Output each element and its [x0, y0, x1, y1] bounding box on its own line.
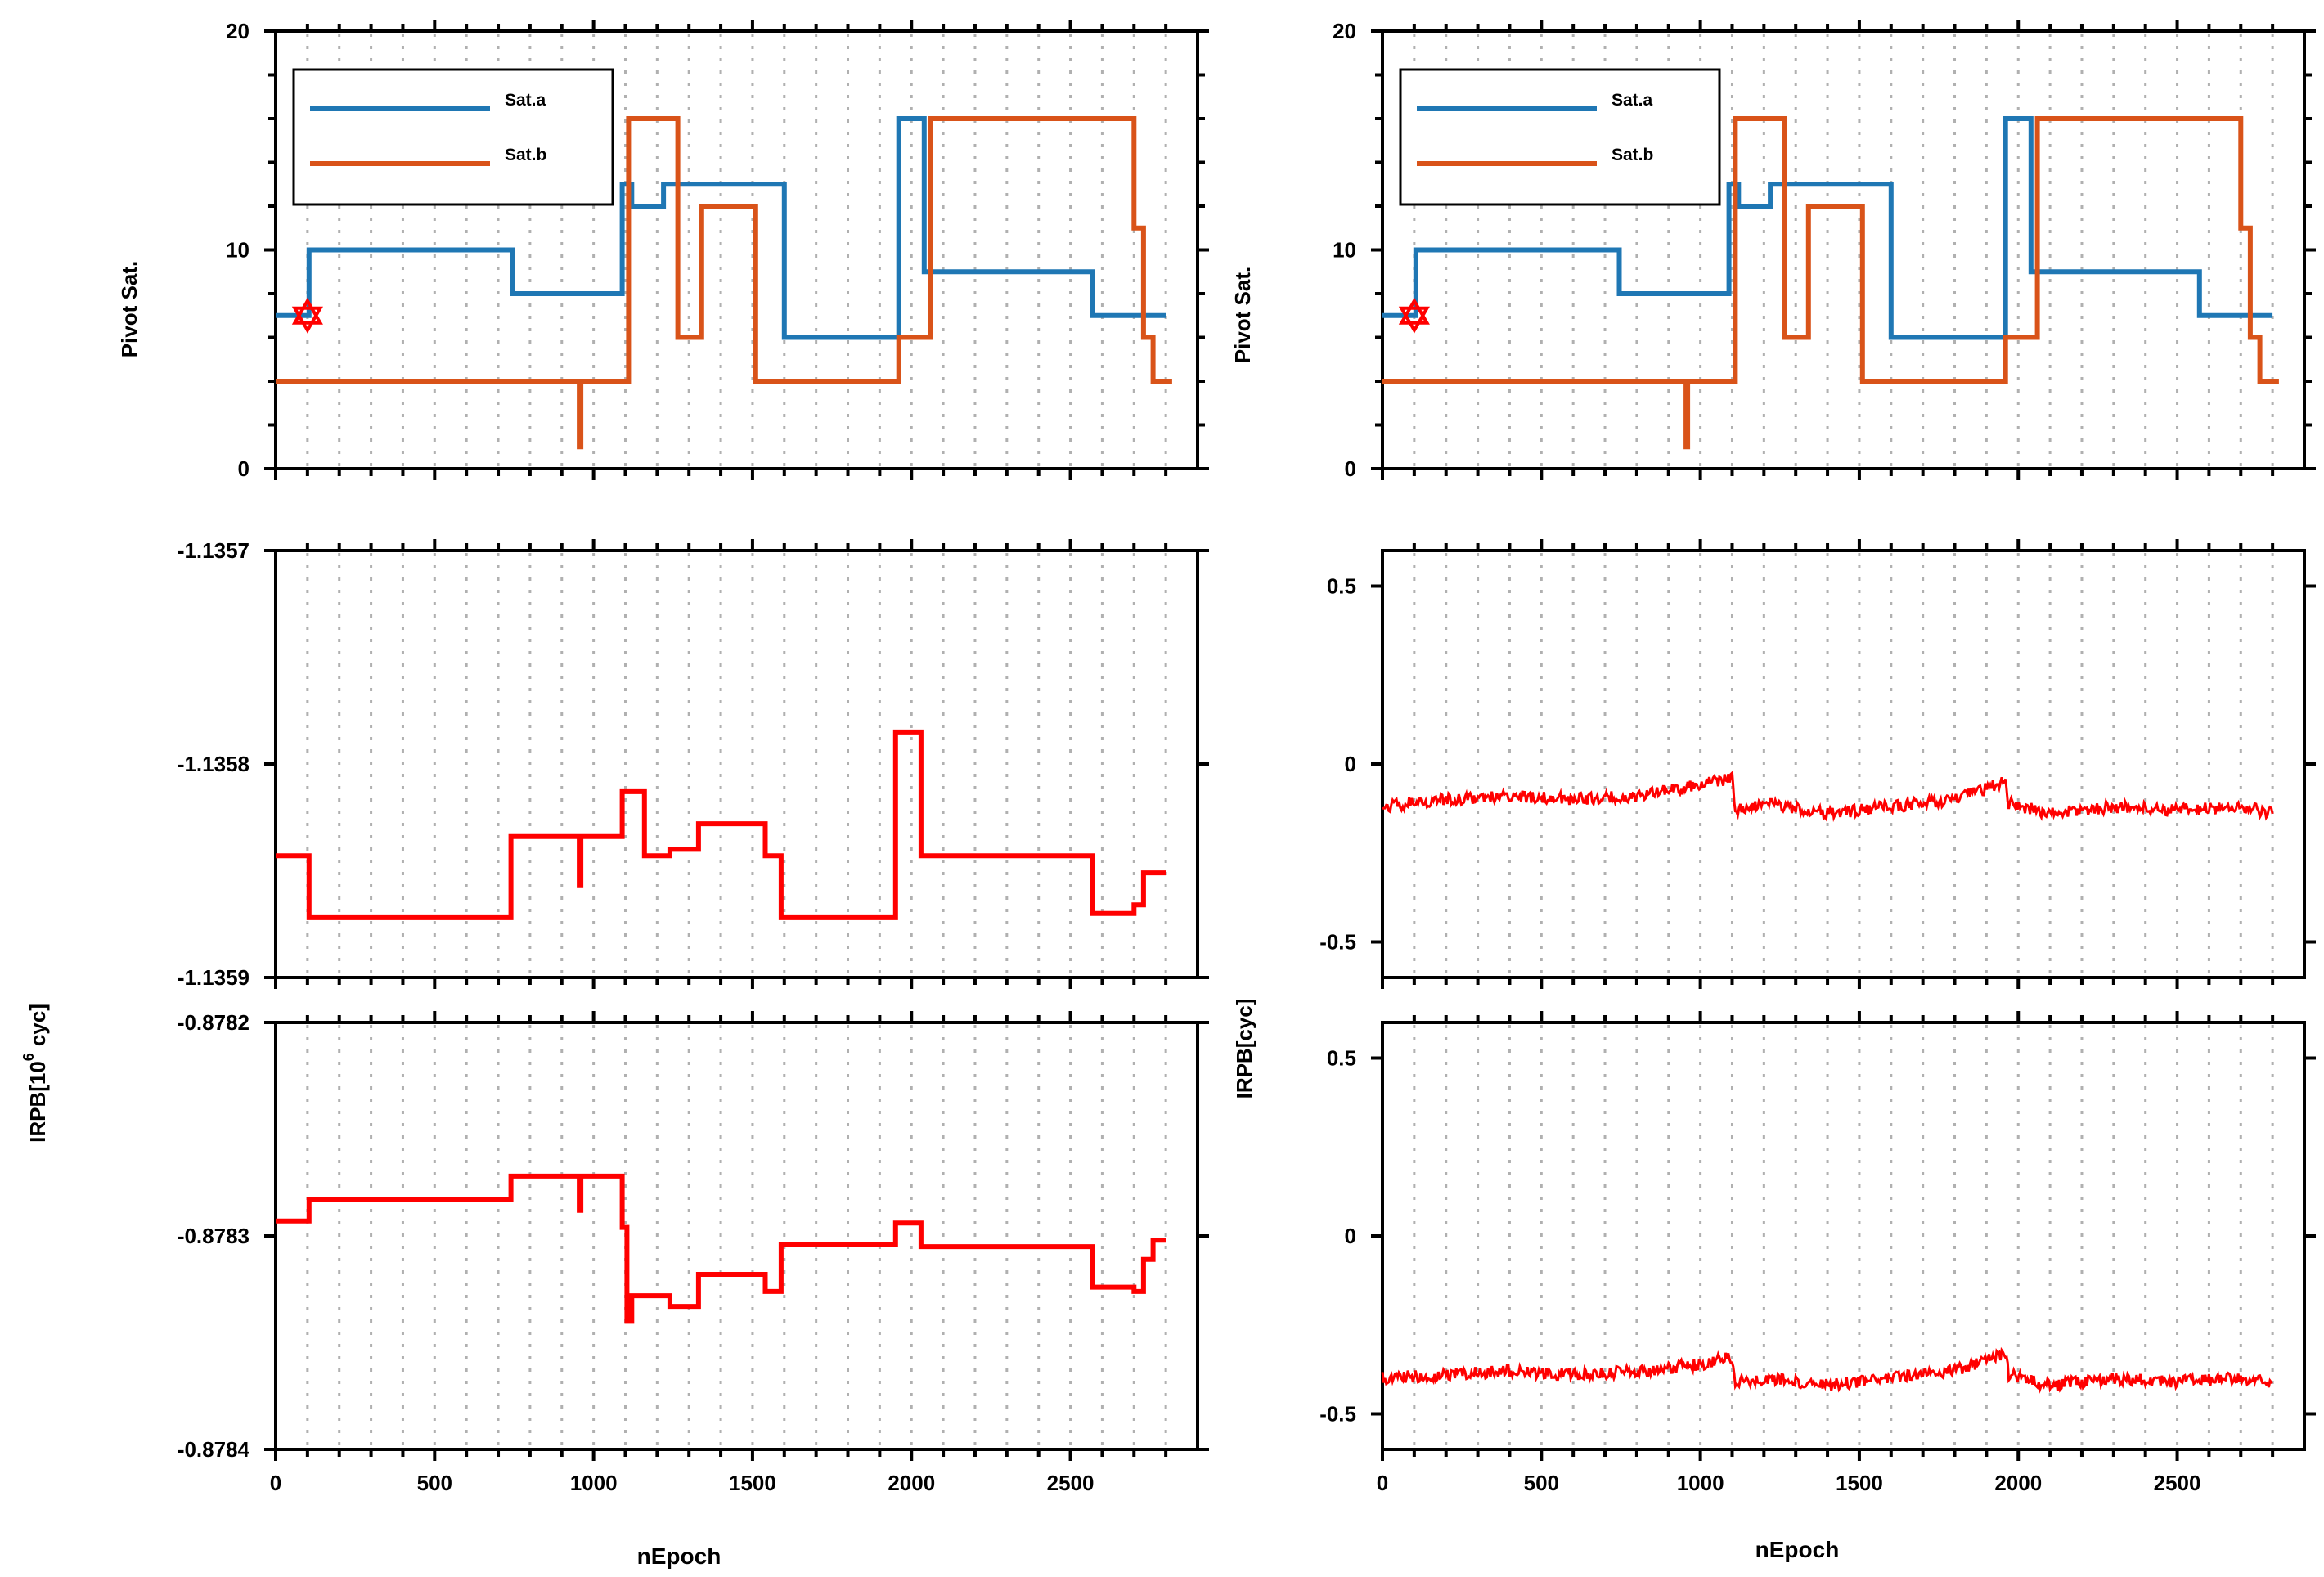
legend: Sat.a Sat.b	[292, 68, 614, 206]
y-tick-label: 0	[1345, 456, 1356, 481]
star-marker-icon	[291, 306, 323, 334]
x-tick-label: 2000	[888, 1471, 935, 1495]
series-line-sat-a	[1382, 116, 2273, 340]
y-tick-label: -0.5	[1319, 930, 1356, 955]
legend-label: Sat.a	[505, 91, 546, 110]
series-line-irpb	[1381, 1346, 2273, 1394]
y-tick-label: -0.8784	[178, 1437, 250, 1462]
x-tick-label: 1500	[729, 1471, 776, 1495]
legend-label: Sat.b	[505, 146, 546, 164]
ylabel-irpb-left-unit: cyc]	[25, 1004, 50, 1046]
x-tick-label: 0	[270, 1471, 281, 1495]
series-line-sat-a	[276, 116, 1166, 340]
star-marker-icon	[291, 297, 323, 325]
legend-label: Sat.b	[1612, 146, 1653, 164]
ylabel-irpb-left: IRPB[106 cyc]	[20, 1004, 50, 1143]
panel-pivot-left: 0 10 20 Sat.a Sat.b	[226, 19, 1209, 481]
y-tick-label: -1.1357	[178, 538, 249, 563]
x-tick-label: 2500	[1047, 1471, 1095, 1495]
y-tick-label: -1.1359	[178, 965, 249, 990]
y-tick-label: 20	[1333, 19, 1356, 43]
y-tick-label: 10	[1333, 238, 1356, 263]
x-tick-label: 1000	[1677, 1471, 1724, 1495]
xlabel-left: nEpoch	[637, 1543, 721, 1569]
panel-irpb-right-lower: -0.5 0 0.5 0 500 1000 1500 2000 2500	[1319, 1011, 2316, 1495]
plot-frame	[274, 549, 1199, 979]
series-line-irpb	[276, 1173, 1166, 1324]
y-tick-label: 0.5	[1327, 574, 1356, 599]
x-tick-label: 1500	[1836, 1471, 1883, 1495]
plot-frame	[274, 1021, 1199, 1451]
plot-frame	[1381, 549, 2306, 979]
ylabel-pivot-right: Pivot Sat.	[1230, 267, 1255, 363]
y-tick-label: 0	[238, 456, 249, 481]
legend-box	[1399, 68, 1721, 206]
y-tick-label: -0.5	[1319, 1402, 1356, 1426]
x-tick-label: 0	[1377, 1471, 1388, 1495]
x-tick-label: 500	[1524, 1471, 1559, 1495]
y-tick-label: -1.1358	[178, 752, 249, 776]
series-line-sat-b	[1382, 116, 2279, 450]
star-marker-icon	[1398, 297, 1430, 325]
panel-irpb-left-lower: -0.8784 -0.8783 -0.8782 0 500 1000 1500 2000 250…	[178, 1010, 1209, 1495]
panel-irpb-left-upper: -1.1359 -1.1358 -1.1357	[178, 538, 1209, 990]
xlabel-right: nEpoch	[1755, 1537, 1840, 1562]
y-tick-label: 0	[1345, 752, 1356, 776]
y-tick-label: -0.8782	[178, 1010, 249, 1035]
series-line-irpb	[276, 729, 1166, 920]
legend-label: Sat.a	[1612, 91, 1653, 110]
x-tick-label: 1000	[570, 1471, 618, 1495]
x-tick-label: 500	[417, 1471, 452, 1495]
ylabel-irpb-left-exponent: 6	[20, 1053, 37, 1061]
x-tick-label: 2500	[2154, 1471, 2201, 1495]
y-tick-label: -0.8783	[178, 1224, 249, 1248]
panel-irpb-right-upper: -0.5 0 0.5	[1319, 539, 2316, 989]
series-line-irpb	[1382, 770, 2274, 823]
star-marker-icon	[1398, 306, 1430, 334]
legend-box	[292, 68, 614, 206]
legend: Sat.a Sat.b	[1399, 68, 1721, 206]
ylabel-irpb-left-main: IRPB[10	[25, 1061, 50, 1143]
y-tick-label: 0.5	[1327, 1046, 1356, 1071]
series-line-sat-b	[276, 116, 1172, 450]
panel-pivot-right: 0 10 20 Sat.a Sat.b	[1333, 19, 2316, 481]
x-tick-label: 2000	[1994, 1471, 2042, 1495]
y-tick-label: 10	[226, 238, 249, 263]
y-tick-label: 20	[226, 19, 249, 43]
y-tick-label: 0	[1345, 1224, 1356, 1248]
ylabel-irpb-right: IRPB[cyc]	[1232, 999, 1256, 1099]
ylabel-pivot-left: Pivot Sat.	[117, 261, 142, 357]
